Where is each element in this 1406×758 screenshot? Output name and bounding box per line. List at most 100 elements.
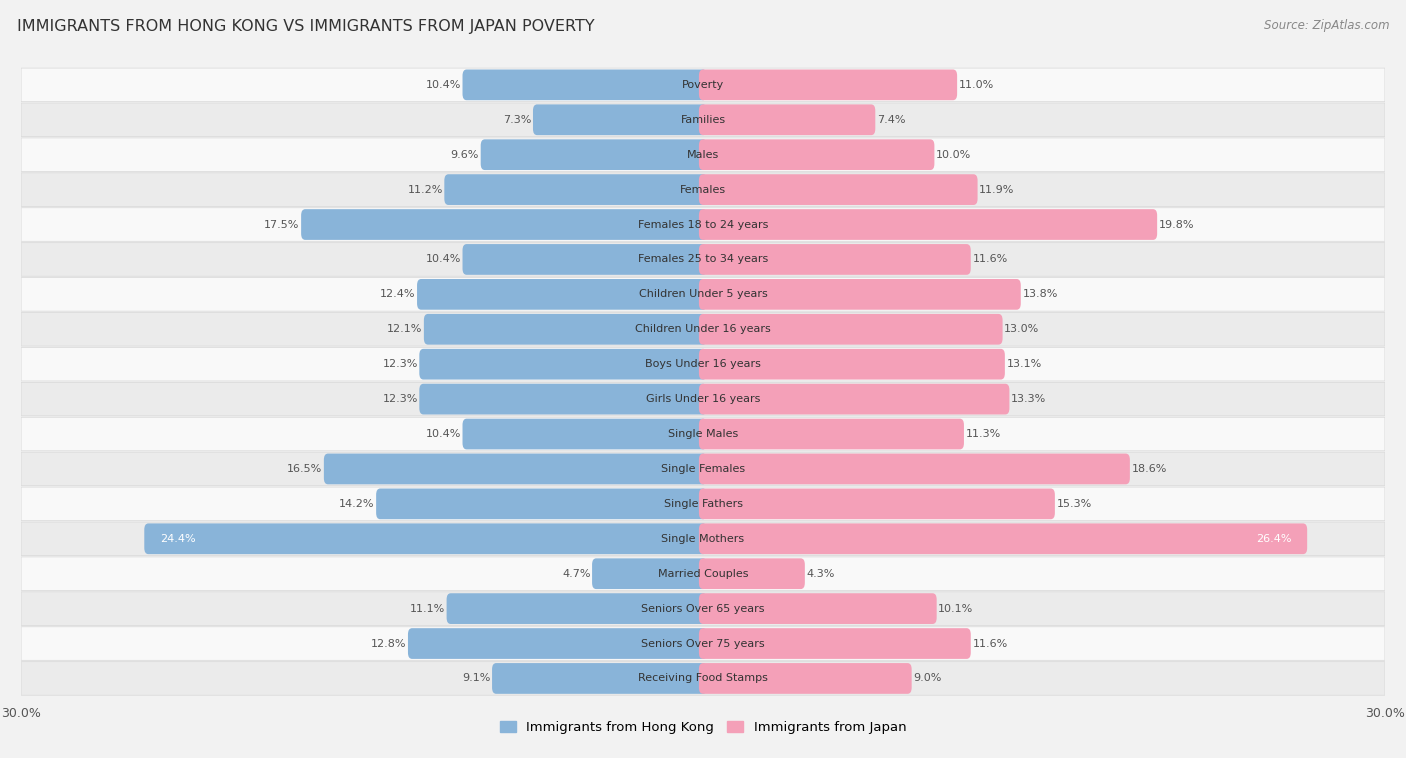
Text: 12.4%: 12.4% bbox=[380, 290, 415, 299]
FancyBboxPatch shape bbox=[699, 418, 965, 449]
FancyBboxPatch shape bbox=[699, 559, 804, 589]
Text: 12.3%: 12.3% bbox=[382, 394, 418, 404]
Text: 13.3%: 13.3% bbox=[1011, 394, 1046, 404]
Text: Seniors Over 65 years: Seniors Over 65 years bbox=[641, 603, 765, 614]
FancyBboxPatch shape bbox=[699, 384, 1010, 415]
FancyBboxPatch shape bbox=[699, 349, 1005, 380]
FancyBboxPatch shape bbox=[699, 70, 957, 100]
FancyBboxPatch shape bbox=[699, 139, 935, 170]
Text: 4.3%: 4.3% bbox=[807, 568, 835, 578]
FancyBboxPatch shape bbox=[408, 628, 707, 659]
Text: Source: ZipAtlas.com: Source: ZipAtlas.com bbox=[1264, 19, 1389, 32]
Text: Single Fathers: Single Fathers bbox=[664, 499, 742, 509]
FancyBboxPatch shape bbox=[492, 663, 707, 694]
FancyBboxPatch shape bbox=[699, 453, 1130, 484]
Legend: Immigrants from Hong Kong, Immigrants from Japan: Immigrants from Hong Kong, Immigrants fr… bbox=[495, 716, 911, 739]
FancyBboxPatch shape bbox=[21, 347, 1385, 381]
FancyBboxPatch shape bbox=[21, 417, 1385, 451]
Text: Seniors Over 75 years: Seniors Over 75 years bbox=[641, 638, 765, 649]
Text: 12.1%: 12.1% bbox=[387, 324, 422, 334]
FancyBboxPatch shape bbox=[699, 524, 1308, 554]
Text: Families: Families bbox=[681, 114, 725, 125]
FancyBboxPatch shape bbox=[21, 522, 1385, 556]
Text: 10.0%: 10.0% bbox=[936, 149, 972, 160]
FancyBboxPatch shape bbox=[419, 349, 707, 380]
Text: 13.0%: 13.0% bbox=[1004, 324, 1039, 334]
Text: Females 25 to 34 years: Females 25 to 34 years bbox=[638, 255, 768, 265]
FancyBboxPatch shape bbox=[21, 312, 1385, 346]
FancyBboxPatch shape bbox=[481, 139, 707, 170]
FancyBboxPatch shape bbox=[21, 662, 1385, 695]
FancyBboxPatch shape bbox=[21, 382, 1385, 416]
Text: 11.3%: 11.3% bbox=[966, 429, 1001, 439]
Text: 13.1%: 13.1% bbox=[1007, 359, 1042, 369]
FancyBboxPatch shape bbox=[699, 314, 1002, 345]
FancyBboxPatch shape bbox=[301, 209, 707, 240]
Text: 18.6%: 18.6% bbox=[1132, 464, 1167, 474]
FancyBboxPatch shape bbox=[592, 559, 707, 589]
Text: Females 18 to 24 years: Females 18 to 24 years bbox=[638, 220, 768, 230]
Text: Married Couples: Married Couples bbox=[658, 568, 748, 578]
FancyBboxPatch shape bbox=[463, 70, 707, 100]
Text: 10.4%: 10.4% bbox=[426, 80, 461, 90]
Text: 11.1%: 11.1% bbox=[409, 603, 446, 614]
FancyBboxPatch shape bbox=[377, 488, 707, 519]
FancyBboxPatch shape bbox=[699, 628, 970, 659]
FancyBboxPatch shape bbox=[533, 105, 707, 135]
FancyBboxPatch shape bbox=[699, 209, 1157, 240]
FancyBboxPatch shape bbox=[463, 244, 707, 275]
Text: 10.4%: 10.4% bbox=[426, 429, 461, 439]
Text: Receiving Food Stamps: Receiving Food Stamps bbox=[638, 673, 768, 684]
FancyBboxPatch shape bbox=[699, 279, 1021, 310]
Text: 26.4%: 26.4% bbox=[1256, 534, 1292, 543]
Text: 11.6%: 11.6% bbox=[973, 638, 1008, 649]
FancyBboxPatch shape bbox=[699, 174, 977, 205]
FancyBboxPatch shape bbox=[699, 488, 1054, 519]
Text: 7.3%: 7.3% bbox=[503, 114, 531, 125]
Text: 11.6%: 11.6% bbox=[973, 255, 1008, 265]
FancyBboxPatch shape bbox=[21, 557, 1385, 590]
Text: Children Under 16 years: Children Under 16 years bbox=[636, 324, 770, 334]
FancyBboxPatch shape bbox=[21, 68, 1385, 102]
FancyBboxPatch shape bbox=[21, 243, 1385, 276]
Text: Females: Females bbox=[681, 185, 725, 195]
Text: Single Males: Single Males bbox=[668, 429, 738, 439]
Text: Single Mothers: Single Mothers bbox=[661, 534, 745, 543]
FancyBboxPatch shape bbox=[699, 663, 911, 694]
Text: 12.3%: 12.3% bbox=[382, 359, 418, 369]
FancyBboxPatch shape bbox=[21, 487, 1385, 521]
Text: Single Females: Single Females bbox=[661, 464, 745, 474]
Text: 24.4%: 24.4% bbox=[160, 534, 195, 543]
Text: 13.8%: 13.8% bbox=[1022, 290, 1057, 299]
FancyBboxPatch shape bbox=[21, 103, 1385, 136]
FancyBboxPatch shape bbox=[447, 594, 707, 624]
Text: IMMIGRANTS FROM HONG KONG VS IMMIGRANTS FROM JAPAN POVERTY: IMMIGRANTS FROM HONG KONG VS IMMIGRANTS … bbox=[17, 19, 595, 34]
Text: 14.2%: 14.2% bbox=[339, 499, 374, 509]
Text: Males: Males bbox=[688, 149, 718, 160]
Text: 9.0%: 9.0% bbox=[914, 673, 942, 684]
FancyBboxPatch shape bbox=[21, 173, 1385, 206]
Text: 12.8%: 12.8% bbox=[371, 638, 406, 649]
Text: 15.3%: 15.3% bbox=[1056, 499, 1091, 509]
Text: 11.2%: 11.2% bbox=[408, 185, 443, 195]
FancyBboxPatch shape bbox=[21, 453, 1385, 486]
Text: 11.0%: 11.0% bbox=[959, 80, 994, 90]
Text: 9.1%: 9.1% bbox=[463, 673, 491, 684]
FancyBboxPatch shape bbox=[419, 384, 707, 415]
FancyBboxPatch shape bbox=[463, 418, 707, 449]
Text: Children Under 5 years: Children Under 5 years bbox=[638, 290, 768, 299]
FancyBboxPatch shape bbox=[323, 453, 707, 484]
Text: Boys Under 16 years: Boys Under 16 years bbox=[645, 359, 761, 369]
Text: Girls Under 16 years: Girls Under 16 years bbox=[645, 394, 761, 404]
FancyBboxPatch shape bbox=[21, 208, 1385, 241]
FancyBboxPatch shape bbox=[418, 279, 707, 310]
FancyBboxPatch shape bbox=[21, 277, 1385, 311]
FancyBboxPatch shape bbox=[699, 594, 936, 624]
Text: 7.4%: 7.4% bbox=[877, 114, 905, 125]
FancyBboxPatch shape bbox=[145, 524, 707, 554]
Text: 19.8%: 19.8% bbox=[1159, 220, 1194, 230]
FancyBboxPatch shape bbox=[21, 627, 1385, 660]
FancyBboxPatch shape bbox=[21, 138, 1385, 171]
FancyBboxPatch shape bbox=[699, 244, 970, 275]
FancyBboxPatch shape bbox=[423, 314, 707, 345]
